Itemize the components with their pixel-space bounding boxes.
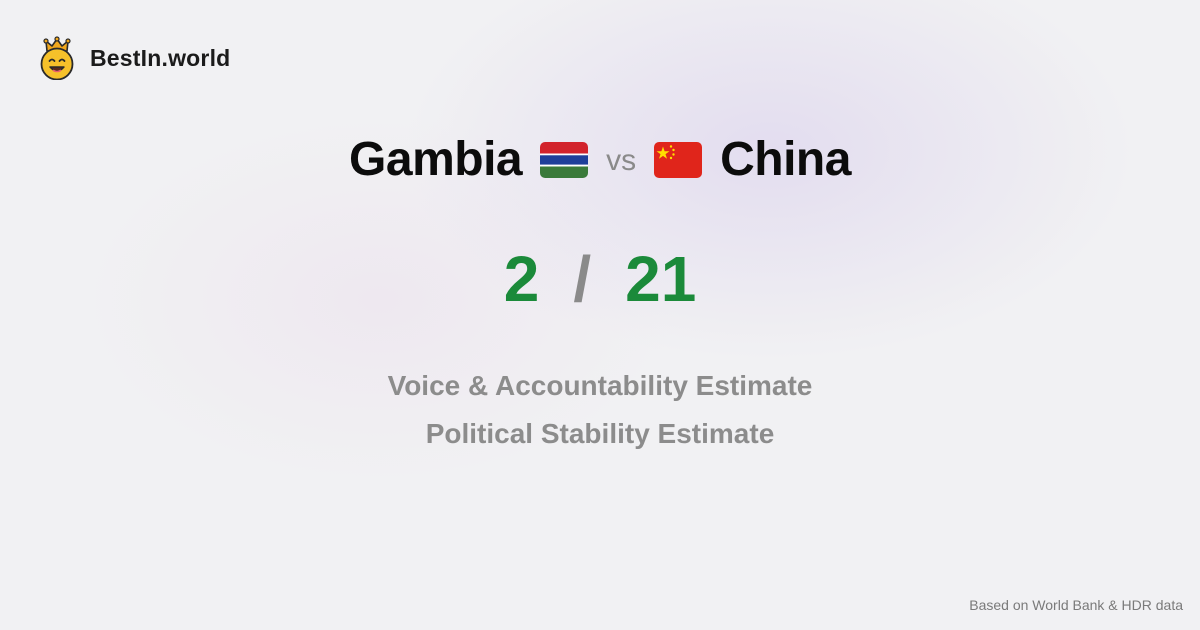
brand-name: BestIn.world	[90, 44, 231, 71]
data-source-note: Based on World Bank & HDR data	[969, 597, 1183, 613]
right-country-name: China	[720, 133, 851, 186]
score-comparison: 2 / 21	[0, 242, 1200, 316]
right-score: 21	[625, 243, 697, 315]
metric-label: Political Stability Estimate	[425, 418, 775, 449]
china-flag-icon	[654, 141, 703, 178]
brand-logo: BestIn.world	[38, 36, 230, 80]
metric-list: Voice & Accountability Estimate Politica…	[0, 362, 1200, 458]
crowned-smiley-icon	[40, 36, 74, 80]
vs-label: vs	[606, 143, 637, 177]
score-separator: /	[573, 243, 592, 315]
left-country-name: Gambia	[349, 133, 523, 186]
left-score: 2	[503, 243, 540, 315]
comparison-title: Gambia vs China	[0, 132, 1200, 187]
metric-label: Voice & Accountability Estimate	[387, 370, 813, 401]
gambia-flag-icon	[540, 141, 589, 178]
